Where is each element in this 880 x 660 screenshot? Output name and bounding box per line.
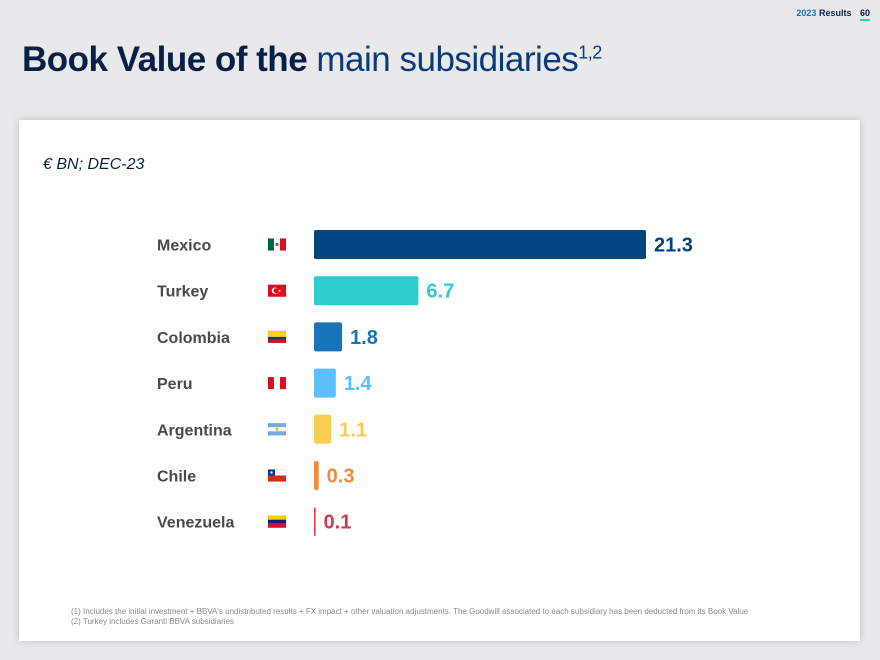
category-label: Chile <box>157 469 196 486</box>
bar <box>314 461 319 490</box>
page-title: Book Value of the main subsidiaries1,2 <box>22 40 602 80</box>
title-bold: Book Value of the <box>22 40 308 79</box>
value-label: 1.4 <box>344 373 373 395</box>
bar <box>314 368 336 398</box>
value-label: 21.3 <box>654 235 693 257</box>
bar <box>314 507 316 537</box>
category-label: Peru <box>157 376 193 393</box>
category-label: Mexico <box>157 238 211 255</box>
footnote-2: (2) Turkey includes Garanti BBVA subsidi… <box>71 617 235 626</box>
colombia-flag <box>267 330 287 344</box>
venezuela-flag <box>267 515 287 528</box>
mexico-flag <box>267 238 287 251</box>
value-label: 1.8 <box>350 327 378 349</box>
category-label: Argentina <box>157 422 232 439</box>
argentina-flag <box>267 423 287 436</box>
title-light: main subsidiaries <box>316 40 579 79</box>
chart-card: € BN; DEC-23 Mexico 21.3 Turkey 6.7 Colombia… <box>19 120 860 641</box>
peru-flag <box>267 376 287 390</box>
chile-flag <box>267 469 287 482</box>
category-label: Venezuela <box>157 515 234 532</box>
bar-chart: Mexico 21.3 Turkey 6.7 Colombia 1.8 Peru 1.4 Arg… <box>157 230 693 537</box>
title-superscript: 1,2 <box>578 42 602 63</box>
footnotes: (1) Includes the initial investment + BB… <box>71 607 748 627</box>
bar <box>314 230 646 259</box>
bar <box>314 414 332 444</box>
report-year: 2023 <box>796 8 817 18</box>
bar <box>314 322 343 352</box>
unit-label: € BN; DEC-23 <box>43 156 145 173</box>
category-label: Turkey <box>157 284 208 301</box>
value-label: 0.1 <box>324 512 352 534</box>
value-label: 1.1 <box>339 419 367 441</box>
category-label: Colombia <box>157 330 230 347</box>
value-label: 6.7 <box>426 281 454 303</box>
bar <box>314 276 419 306</box>
value-label: 0.3 <box>327 466 355 488</box>
header-meta: 2023 Results 60 <box>796 8 870 21</box>
page-number: 60 <box>859 8 870 21</box>
report-label: Results <box>818 8 852 18</box>
turkey-flag <box>267 284 287 297</box>
footnote-1: (1) Includes the initial investment + BB… <box>71 607 749 616</box>
